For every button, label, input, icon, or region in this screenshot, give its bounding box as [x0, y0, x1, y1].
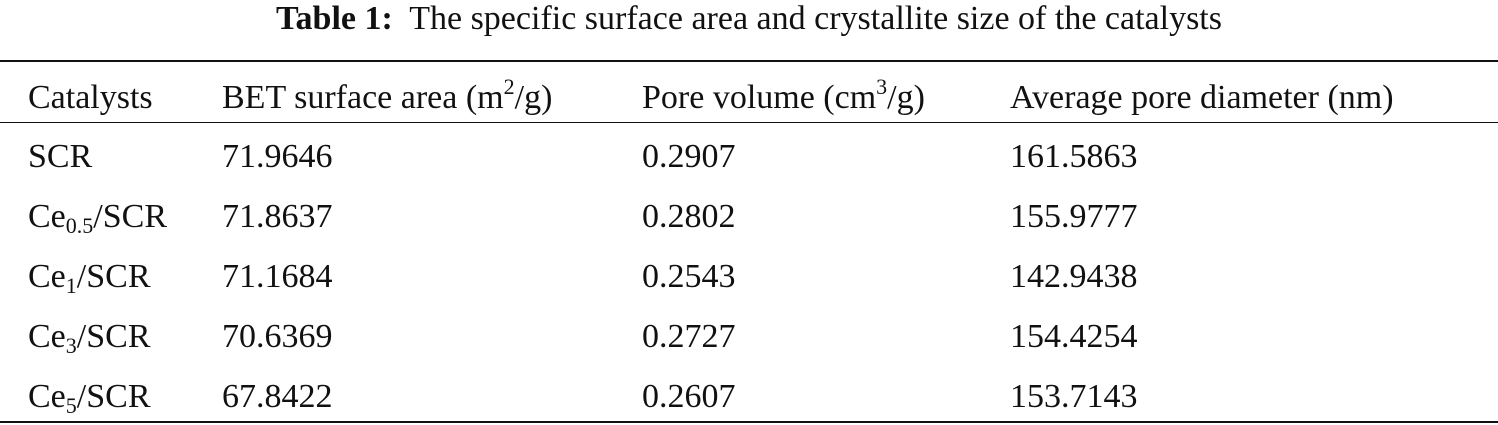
- table-cell: 0.2727: [642, 318, 736, 355]
- cell-text: SCR: [28, 138, 93, 175]
- table-cell: 0.2907: [642, 138, 736, 175]
- cell-sub: 1: [65, 273, 77, 298]
- cell-text: /g): [514, 79, 553, 116]
- cell-text: Catalysts: [28, 79, 153, 116]
- cell-text: Pore volume (cm: [642, 79, 877, 116]
- caption-text: The specific surface area and crystallit…: [409, 0, 1222, 37]
- cell-sub: 5: [65, 393, 77, 418]
- header-cell: BET surface area (m2/g): [222, 76, 553, 118]
- cell-text: /g): [887, 79, 925, 116]
- table-cell: Ce3/SCR: [28, 317, 151, 357]
- top-rule: [0, 60, 1498, 62]
- table-cell: 0.2543: [642, 258, 736, 295]
- header-cell: Pore volume (cm3/g): [642, 76, 925, 118]
- caption-label: Table 1:: [276, 0, 393, 37]
- table-cell: 67.8422: [222, 378, 333, 415]
- table-cell: 161.5863: [1010, 138, 1138, 175]
- header-cell: Catalysts: [28, 78, 153, 118]
- table-cell: 0.2802: [642, 198, 736, 235]
- table-cell: 155.9777: [1010, 198, 1138, 235]
- bottom-rule: [0, 421, 1498, 423]
- table-cell: 71.8637: [222, 198, 333, 235]
- cell-sub: 0.5: [65, 213, 94, 238]
- cell-text: Average pore diameter (nm): [1010, 79, 1394, 116]
- cell-text: /SCR: [93, 198, 167, 235]
- table-cell: Ce1/SCR: [28, 257, 151, 297]
- table-cell: 71.9646: [222, 138, 333, 175]
- table-cell: 0.2607: [642, 378, 736, 415]
- cell-text: Ce: [28, 318, 66, 355]
- table-cell: 71.1684: [222, 258, 333, 295]
- cell-text: Ce: [28, 198, 66, 235]
- cell-sub: 3: [65, 333, 77, 358]
- cell-text: Ce: [28, 378, 66, 415]
- table-cell: 70.6369: [222, 318, 333, 355]
- cell-text: BET surface area (m: [222, 79, 504, 116]
- caption: Table 1: The specific surface area and c…: [0, 0, 1498, 38]
- table-cell: 153.7143: [1010, 378, 1138, 415]
- header-rule: [0, 122, 1498, 123]
- cell-sup: 3: [876, 74, 888, 99]
- cell-text: Ce: [28, 258, 66, 295]
- cell-text: /SCR: [76, 258, 151, 295]
- cell-sup: 2: [503, 74, 515, 99]
- table-cell: 142.9438: [1010, 258, 1138, 295]
- cell-text: /SCR: [76, 318, 151, 355]
- table-cell: SCR: [28, 137, 92, 177]
- table-cell: Ce0.5/SCR: [28, 197, 167, 237]
- table-cell: Ce5/SCR: [28, 377, 151, 417]
- cell-text: /SCR: [76, 378, 151, 415]
- table-cell: 154.4254: [1010, 318, 1138, 355]
- header-cell: Average pore diameter (nm): [1010, 78, 1394, 118]
